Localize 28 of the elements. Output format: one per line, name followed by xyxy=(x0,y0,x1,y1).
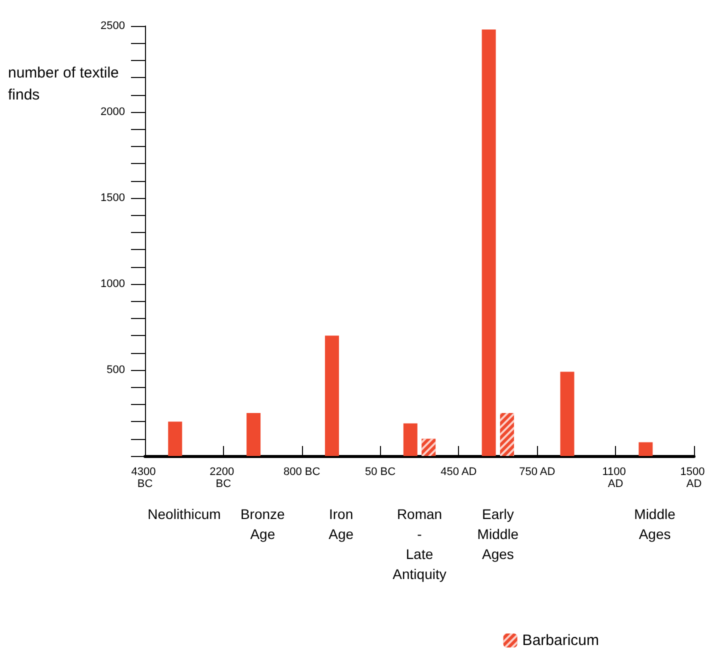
x-tick-label: Early Middle Ages xyxy=(477,506,519,562)
y-tick-label: 2500 xyxy=(100,20,125,32)
y-tick-label: 500 xyxy=(106,364,125,376)
text: 1500 AD xyxy=(680,466,708,490)
text: 4300 BC xyxy=(131,466,159,490)
y-tick-label: 1500 xyxy=(100,192,125,204)
text: 1100 AD xyxy=(602,466,629,490)
x-tick-label: Bronze Age xyxy=(240,506,286,542)
x-tick-label: Iron Age xyxy=(328,506,354,542)
y-axis-title: number of textile finds xyxy=(8,64,124,104)
bar xyxy=(246,413,261,456)
bar xyxy=(482,29,496,456)
text: 2200 BC xyxy=(210,466,238,490)
x-tick-label: Middle Ages xyxy=(634,506,676,542)
text: 50 BC xyxy=(364,466,396,478)
text: 750 AD xyxy=(519,466,556,478)
legend-label: Barbaricum xyxy=(522,632,600,649)
x-tick-label: Roman - Late Antiquity xyxy=(392,506,446,582)
y-tick-label: 2000 xyxy=(100,106,125,118)
bar xyxy=(403,423,418,456)
bar xyxy=(638,442,653,456)
text: 450 AD xyxy=(440,466,477,478)
bar xyxy=(560,372,574,456)
bar xyxy=(168,422,182,456)
text: 800 BC xyxy=(284,466,320,478)
y-tick-label: 1000 xyxy=(100,278,125,290)
x-tick-label: Neolithicum xyxy=(148,506,221,522)
bar xyxy=(324,336,339,456)
